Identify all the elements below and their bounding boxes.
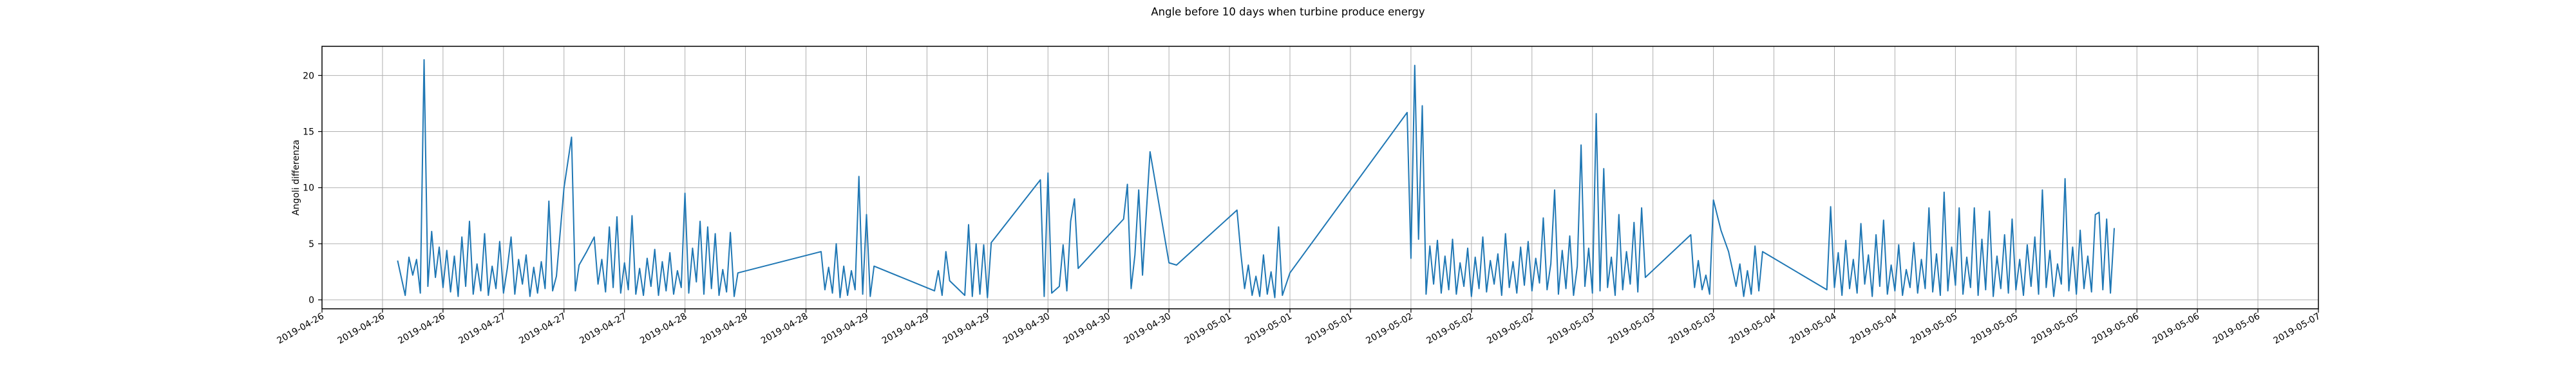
x-tick-label: 2019-04-27 (578, 311, 628, 347)
x-tick-label: 2019-05-06 (2151, 311, 2202, 347)
y-tick-label: 5 (308, 239, 314, 250)
x-tick-label: 2019-05-05 (1969, 311, 2020, 347)
x-tick-label: 2019-04-27 (457, 311, 507, 347)
y-axis: 0 5 10 15 20 (303, 71, 322, 306)
x-tick-label: 2019-05-02 (1364, 311, 1414, 347)
y-tick-label: 20 (303, 71, 314, 81)
x-tick-label: 2019-04-30 (1122, 311, 1173, 347)
x-tick-label: 2019-04-29 (941, 311, 991, 347)
y-tick-label: 15 (303, 127, 314, 138)
x-tick-label: 2019-05-04 (1727, 311, 1778, 347)
x-tick-label: 2019-05-05 (2030, 311, 2080, 347)
x-tick-label: 2019-04-26 (276, 311, 327, 347)
x-tick-label: 2019-04-28 (638, 311, 688, 347)
x-tick-label: 2019-05-03 (1606, 311, 1656, 347)
x-tick-label: 2019-04-26 (336, 311, 386, 347)
series-line (397, 59, 2115, 299)
x-tick-label: 2019-05-06 (2090, 311, 2141, 347)
x-tick-label: 2019-05-01 (1303, 311, 1354, 347)
y-axis-label: Angoli differenza (291, 140, 301, 216)
x-tick-label: 2019-05-02 (1485, 311, 1535, 347)
x-tick-label: 2019-04-29 (880, 311, 931, 347)
x-tick-label: 2019-05-01 (1244, 311, 1294, 347)
x-tick-label: 2019-05-06 (2211, 311, 2262, 347)
x-tick-label: 2019-05-02 (1425, 311, 1475, 347)
x-tick-label: 2019-04-28 (699, 311, 749, 347)
plot-frame (321, 46, 2319, 309)
chart-title: Angle before 10 days when turbine produc… (1151, 6, 1425, 18)
x-axis: 2019-04-26 2019-04-26 2019-04-26 2019-04-27… (276, 309, 2322, 346)
x-tick-label: 2019-05-04 (1788, 311, 1839, 347)
x-tick-label: 2019-04-30 (1001, 311, 1052, 347)
x-tick-label: 2019-05-03 (1546, 311, 1596, 347)
y-tick-label: 10 (303, 183, 314, 194)
y-tick-label: 0 (308, 295, 314, 306)
x-tick-label: 2019-05-04 (1848, 311, 1899, 347)
x-tick-label: 2019-04-30 (1062, 311, 1112, 347)
x-tick-label: 2019-04-27 (517, 311, 567, 347)
x-tick-label: 2019-04-29 (820, 311, 870, 347)
x-tick-label: 2019-05-07 (2272, 311, 2322, 347)
x-tick-label: 2019-05-05 (1909, 311, 1959, 347)
x-tick-label: 2019-04-28 (759, 311, 810, 347)
x-tick-label: 2019-05-03 (1667, 311, 1717, 347)
x-tick-label: 2019-05-01 (1183, 311, 1233, 347)
x-tick-label: 2019-04-26 (396, 311, 447, 347)
